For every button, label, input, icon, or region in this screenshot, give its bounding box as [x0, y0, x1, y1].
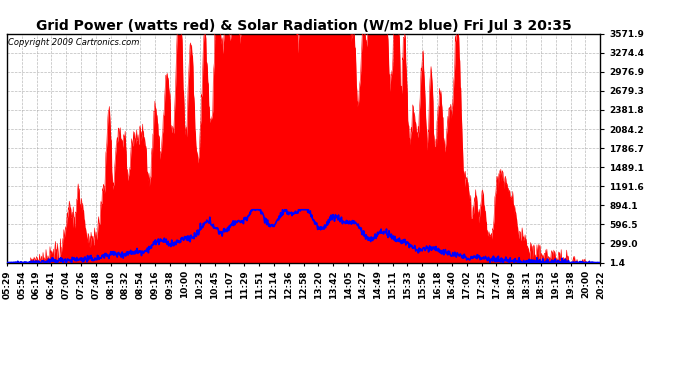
Text: Copyright 2009 Cartronics.com: Copyright 2009 Cartronics.com	[8, 38, 139, 47]
Title: Grid Power (watts red) & Solar Radiation (W/m2 blue) Fri Jul 3 20:35: Grid Power (watts red) & Solar Radiation…	[36, 19, 571, 33]
